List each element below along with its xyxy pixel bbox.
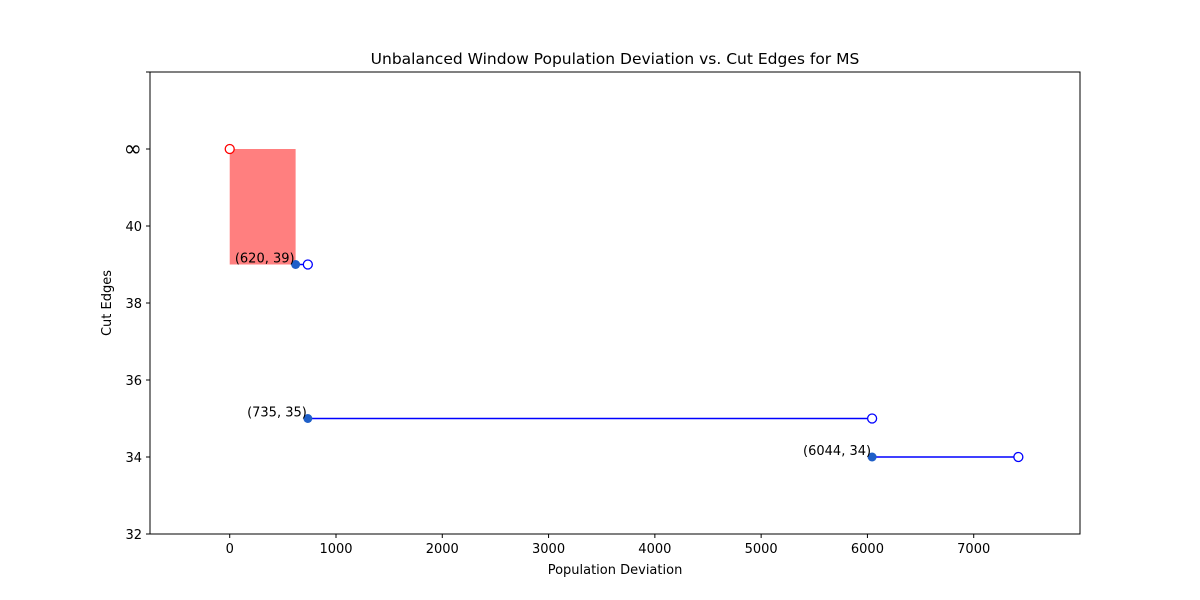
x-tick-label: 2000: [426, 542, 459, 557]
y-axis-label: Cut Edges: [100, 270, 115, 336]
y-tick-label: 36: [125, 374, 142, 389]
x-tick-label: 5000: [745, 542, 778, 557]
infinity-point: [224, 143, 235, 155]
point-annotation: (735, 35): [247, 406, 307, 421]
segment-end-point: [1013, 451, 1024, 463]
x-tick-label: 1000: [319, 542, 352, 557]
x-tick-label: 6000: [851, 542, 884, 557]
x-tick-label: 3000: [532, 542, 565, 557]
x-axis-label: Population Deviation: [548, 563, 683, 578]
point-annotation: (620, 39): [235, 252, 295, 267]
point-annotation: (6044, 34): [803, 444, 871, 459]
segment-start-point: [867, 452, 877, 462]
plot-frame: [149, 71, 1081, 535]
y-tick-label: 32: [125, 528, 142, 543]
chart-title: Unbalanced Window Population Deviation v…: [371, 50, 860, 68]
segment-start-point: [291, 260, 301, 269]
y-tick-label: 38: [125, 297, 142, 312]
x-tick-label: 7000: [957, 542, 990, 557]
x-tick-label: 4000: [638, 542, 671, 557]
y-tick-label-infinity: ∞: [124, 137, 142, 162]
segment-end-point: [302, 259, 313, 270]
y-tick-label: 34: [125, 451, 142, 466]
segment-start-point: [303, 414, 313, 423]
shaded-region: [229, 149, 296, 265]
segment-end-point: [866, 413, 878, 424]
x-tick-label: 0: [226, 542, 234, 557]
y-tick-label: 40: [125, 220, 142, 235]
